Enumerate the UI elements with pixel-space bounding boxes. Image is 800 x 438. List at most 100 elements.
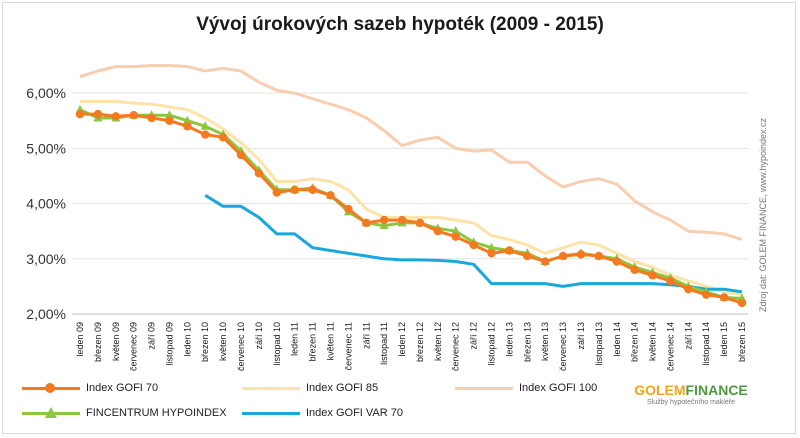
data-point-fincentrum-hypoindex bbox=[451, 226, 461, 235]
series-line-index-gofi-85 bbox=[80, 99, 743, 297]
data-point-index-gofi-70 bbox=[433, 226, 443, 236]
legend-item-gofi85: Index GOFI 85 bbox=[242, 381, 378, 395]
x-tick-label: leden 10 bbox=[182, 322, 192, 357]
x-tick-label: listopad 12 bbox=[487, 322, 497, 366]
logo-tagline: Služby hypotečního makléře bbox=[647, 399, 735, 406]
data-point-fincentrum-hypoindex bbox=[200, 121, 210, 130]
series-line-index-gofi-100 bbox=[79, 64, 743, 241]
x-tick-label: březen 13 bbox=[522, 322, 532, 362]
data-point-fincentrum-hypoindex bbox=[182, 115, 192, 125]
x-tick-label: leden 11 bbox=[290, 322, 300, 356]
x-tick-label: listopad 11 bbox=[379, 322, 389, 365]
data-point-index-gofi-70 bbox=[129, 111, 138, 120]
legend-swatch-gofi85 bbox=[242, 381, 300, 395]
legend-item-var70: Index GOFI VAR 70 bbox=[242, 406, 403, 420]
x-tick-label: leden 13 bbox=[504, 322, 514, 357]
x-tick-label: červenec 09 bbox=[129, 322, 139, 371]
data-point-index-gofi-70 bbox=[666, 276, 675, 286]
legend-item-fincentrum: FINCENTRUM HYPOINDEX bbox=[22, 406, 227, 420]
data-point-index-gofi-70 bbox=[290, 185, 299, 194]
x-tick-label: listopad 14 bbox=[701, 322, 711, 366]
data-point-index-gofi-70 bbox=[236, 150, 246, 160]
data-point-index-gofi-70 bbox=[147, 113, 156, 123]
y-tick-label: 5,00% bbox=[26, 140, 66, 156]
x-tick-label: květen 14 bbox=[648, 322, 658, 361]
x-tick-label: září 13 bbox=[576, 322, 586, 350]
x-tick-label: listopad 13 bbox=[594, 322, 604, 366]
x-tick-label: březen 15 bbox=[737, 322, 747, 362]
legend-swatch-var70 bbox=[242, 406, 300, 420]
series-line-index-gofi-var-70 bbox=[204, 194, 743, 294]
data-point-index-gofi-70 bbox=[630, 265, 639, 275]
x-tick-label: červenec 10 bbox=[236, 322, 246, 371]
x-tick-label: květen 12 bbox=[433, 322, 443, 361]
legend-label-gofi85: Index GOFI 85 bbox=[306, 381, 379, 394]
x-tick-label: září 09 bbox=[147, 322, 157, 350]
data-point-index-gofi-70 bbox=[737, 298, 747, 308]
x-tick-label: květen 11 bbox=[325, 322, 335, 360]
data-point-index-gofi-70 bbox=[702, 290, 711, 299]
legend-swatch-gofi100 bbox=[455, 381, 513, 395]
x-tick-label: květen 13 bbox=[540, 322, 550, 361]
data-point-index-gofi-70 bbox=[362, 218, 371, 228]
data-point-index-gofi-70 bbox=[93, 109, 103, 119]
legend-label-fincentrum: FINCENTRUM HYPOINDEX bbox=[86, 406, 227, 419]
data-point-index-gofi-70 bbox=[75, 109, 85, 119]
data-point-index-gofi-70 bbox=[111, 112, 120, 121]
x-tick-label: březen 14 bbox=[630, 322, 640, 362]
data-point-index-gofi-70 bbox=[201, 130, 210, 139]
y-tick-label: 4,00% bbox=[26, 196, 66, 212]
data-point-index-gofi-70 bbox=[344, 204, 353, 214]
data-point-index-gofi-70 bbox=[594, 251, 604, 261]
x-tick-label: září 11 bbox=[361, 322, 371, 349]
x-tick-label: červenec 13 bbox=[558, 322, 568, 371]
x-tick-label: září 14 bbox=[683, 322, 693, 350]
legend-label-gofi70: Index GOFI 70 bbox=[86, 381, 159, 394]
data-point-index-gofi-70 bbox=[272, 188, 282, 197]
x-tick-label: březen 11 bbox=[308, 322, 318, 361]
data-point-index-gofi-70 bbox=[684, 284, 693, 294]
x-tick-label: březen 10 bbox=[200, 322, 210, 362]
data-point-index-gofi-70 bbox=[612, 257, 621, 266]
chart-title: Vývoj úrokových sazeb hypoték (2009 - 20… bbox=[196, 14, 604, 35]
data-point-index-gofi-70 bbox=[308, 185, 317, 194]
data-point-index-gofi-70 bbox=[558, 251, 568, 261]
x-tick-label: březen 12 bbox=[415, 322, 425, 362]
data-point-fincentrum-hypoindex bbox=[164, 110, 174, 119]
data-point-fincentrum-hypoindex bbox=[487, 242, 497, 252]
x-tick-label: červenec 14 bbox=[665, 322, 675, 371]
y-tick-label: 6,00% bbox=[26, 85, 66, 101]
data-point-index-gofi-70 bbox=[719, 293, 729, 302]
legend-label-gofi100: Index GOFI 100 bbox=[519, 381, 598, 394]
x-tick-label: listopad 09 bbox=[164, 322, 174, 366]
x-tick-label: červenec 11 bbox=[343, 322, 353, 370]
x-tick-label: květen 09 bbox=[111, 322, 121, 361]
data-point-index-gofi-70 bbox=[487, 249, 496, 258]
data-point-index-gofi-70 bbox=[415, 218, 425, 228]
data-point-index-gofi-70 bbox=[397, 215, 407, 225]
data-point-index-gofi-70 bbox=[165, 116, 174, 125]
data-point-index-gofi-70 bbox=[451, 232, 460, 241]
logo-brand: GOLEMFINANCE bbox=[634, 382, 748, 398]
data-point-index-gofi-70 bbox=[540, 257, 550, 266]
legend-item-gofi100: Index GOFI 100 bbox=[455, 381, 597, 395]
data-point-index-gofi-70 bbox=[648, 271, 657, 280]
source-note: Zdroj dat: GOLEM FINANCE, www.hypoindex.… bbox=[758, 117, 768, 312]
legend-swatch-fincentrum bbox=[22, 406, 80, 420]
data-point-index-gofi-70 bbox=[469, 240, 478, 250]
x-tick-label: září 10 bbox=[254, 322, 264, 350]
x-tick-label: listopad 10 bbox=[272, 322, 282, 366]
x-tick-label: leden 14 bbox=[612, 322, 622, 357]
data-point-index-gofi-70 bbox=[218, 133, 228, 142]
x-tick-label: leden 12 bbox=[397, 322, 407, 357]
x-tick-label: květen 10 bbox=[218, 322, 228, 361]
data-point-index-gofi-70 bbox=[523, 251, 532, 261]
x-tick-label: červenec 12 bbox=[451, 322, 461, 371]
data-point-index-gofi-70 bbox=[183, 122, 192, 131]
data-point-index-gofi-70 bbox=[576, 250, 586, 259]
golem-finance-logo: GOLEMFINANCE Služby hypotečního makléře bbox=[616, 382, 766, 406]
data-point-index-gofi-70 bbox=[326, 191, 335, 200]
legend-label-var70: Index GOFI VAR 70 bbox=[306, 406, 404, 419]
x-tick-label: leden 15 bbox=[719, 322, 729, 357]
